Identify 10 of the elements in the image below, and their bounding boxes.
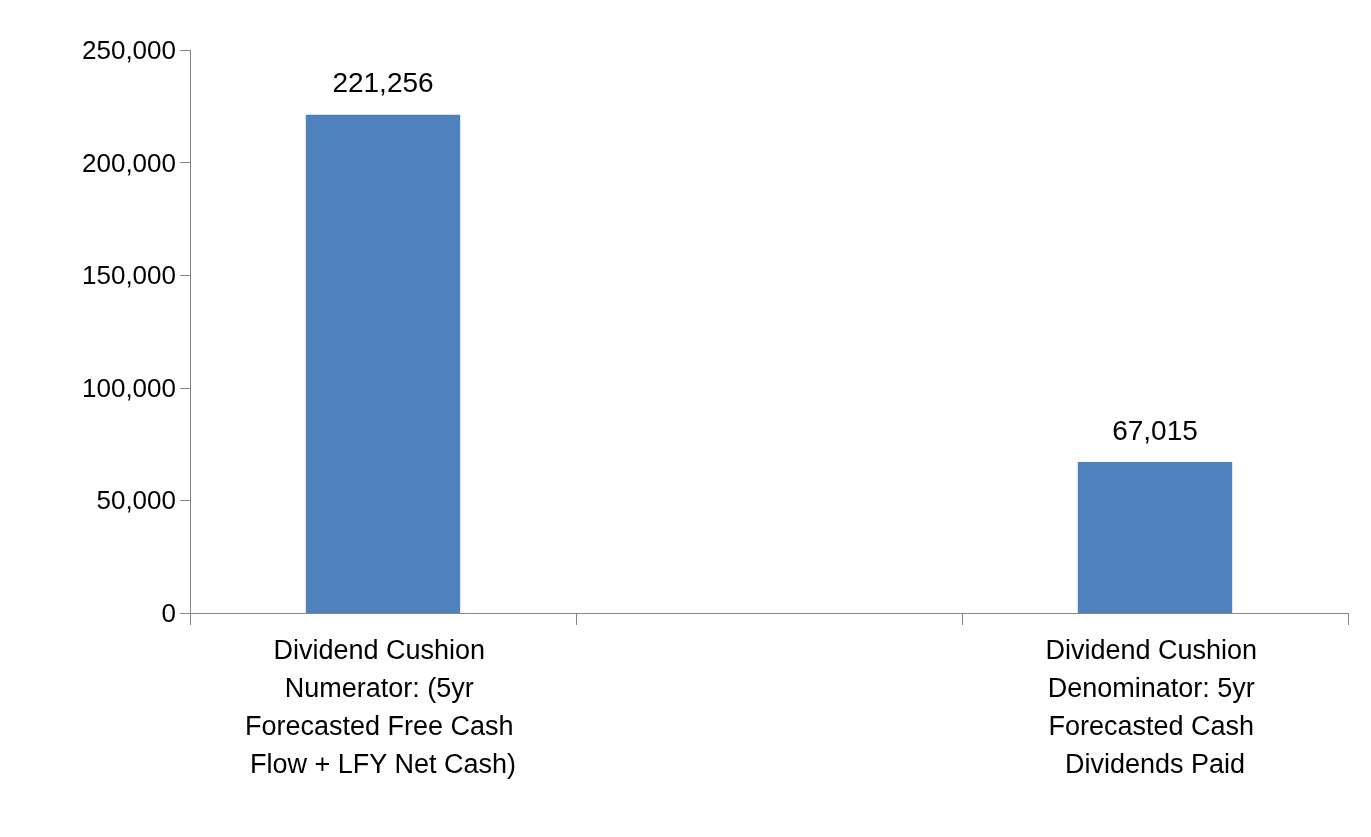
y-tick-label: 200,000 (82, 147, 176, 178)
y-tick-label: 50,000 (96, 485, 176, 516)
x-tick-label: Dividend Cushion Denominator: 5yr Forecasted Cash Dividends Paid (1045, 635, 1265, 779)
y-tick-label: 100,000 (82, 372, 176, 403)
y-tick-label: 250,000 (82, 35, 176, 65)
data-label: 221,256 (332, 67, 434, 99)
y-tick-label: 0 (161, 598, 176, 628)
y-tick-label: 150,000 (82, 260, 176, 291)
data-label: 67,015 (1112, 414, 1198, 446)
x-tick-label: Dividend Cushion Numerator: (5yr Forecasted Free Cash Flow + LFY Net Cash) (244, 635, 522, 779)
